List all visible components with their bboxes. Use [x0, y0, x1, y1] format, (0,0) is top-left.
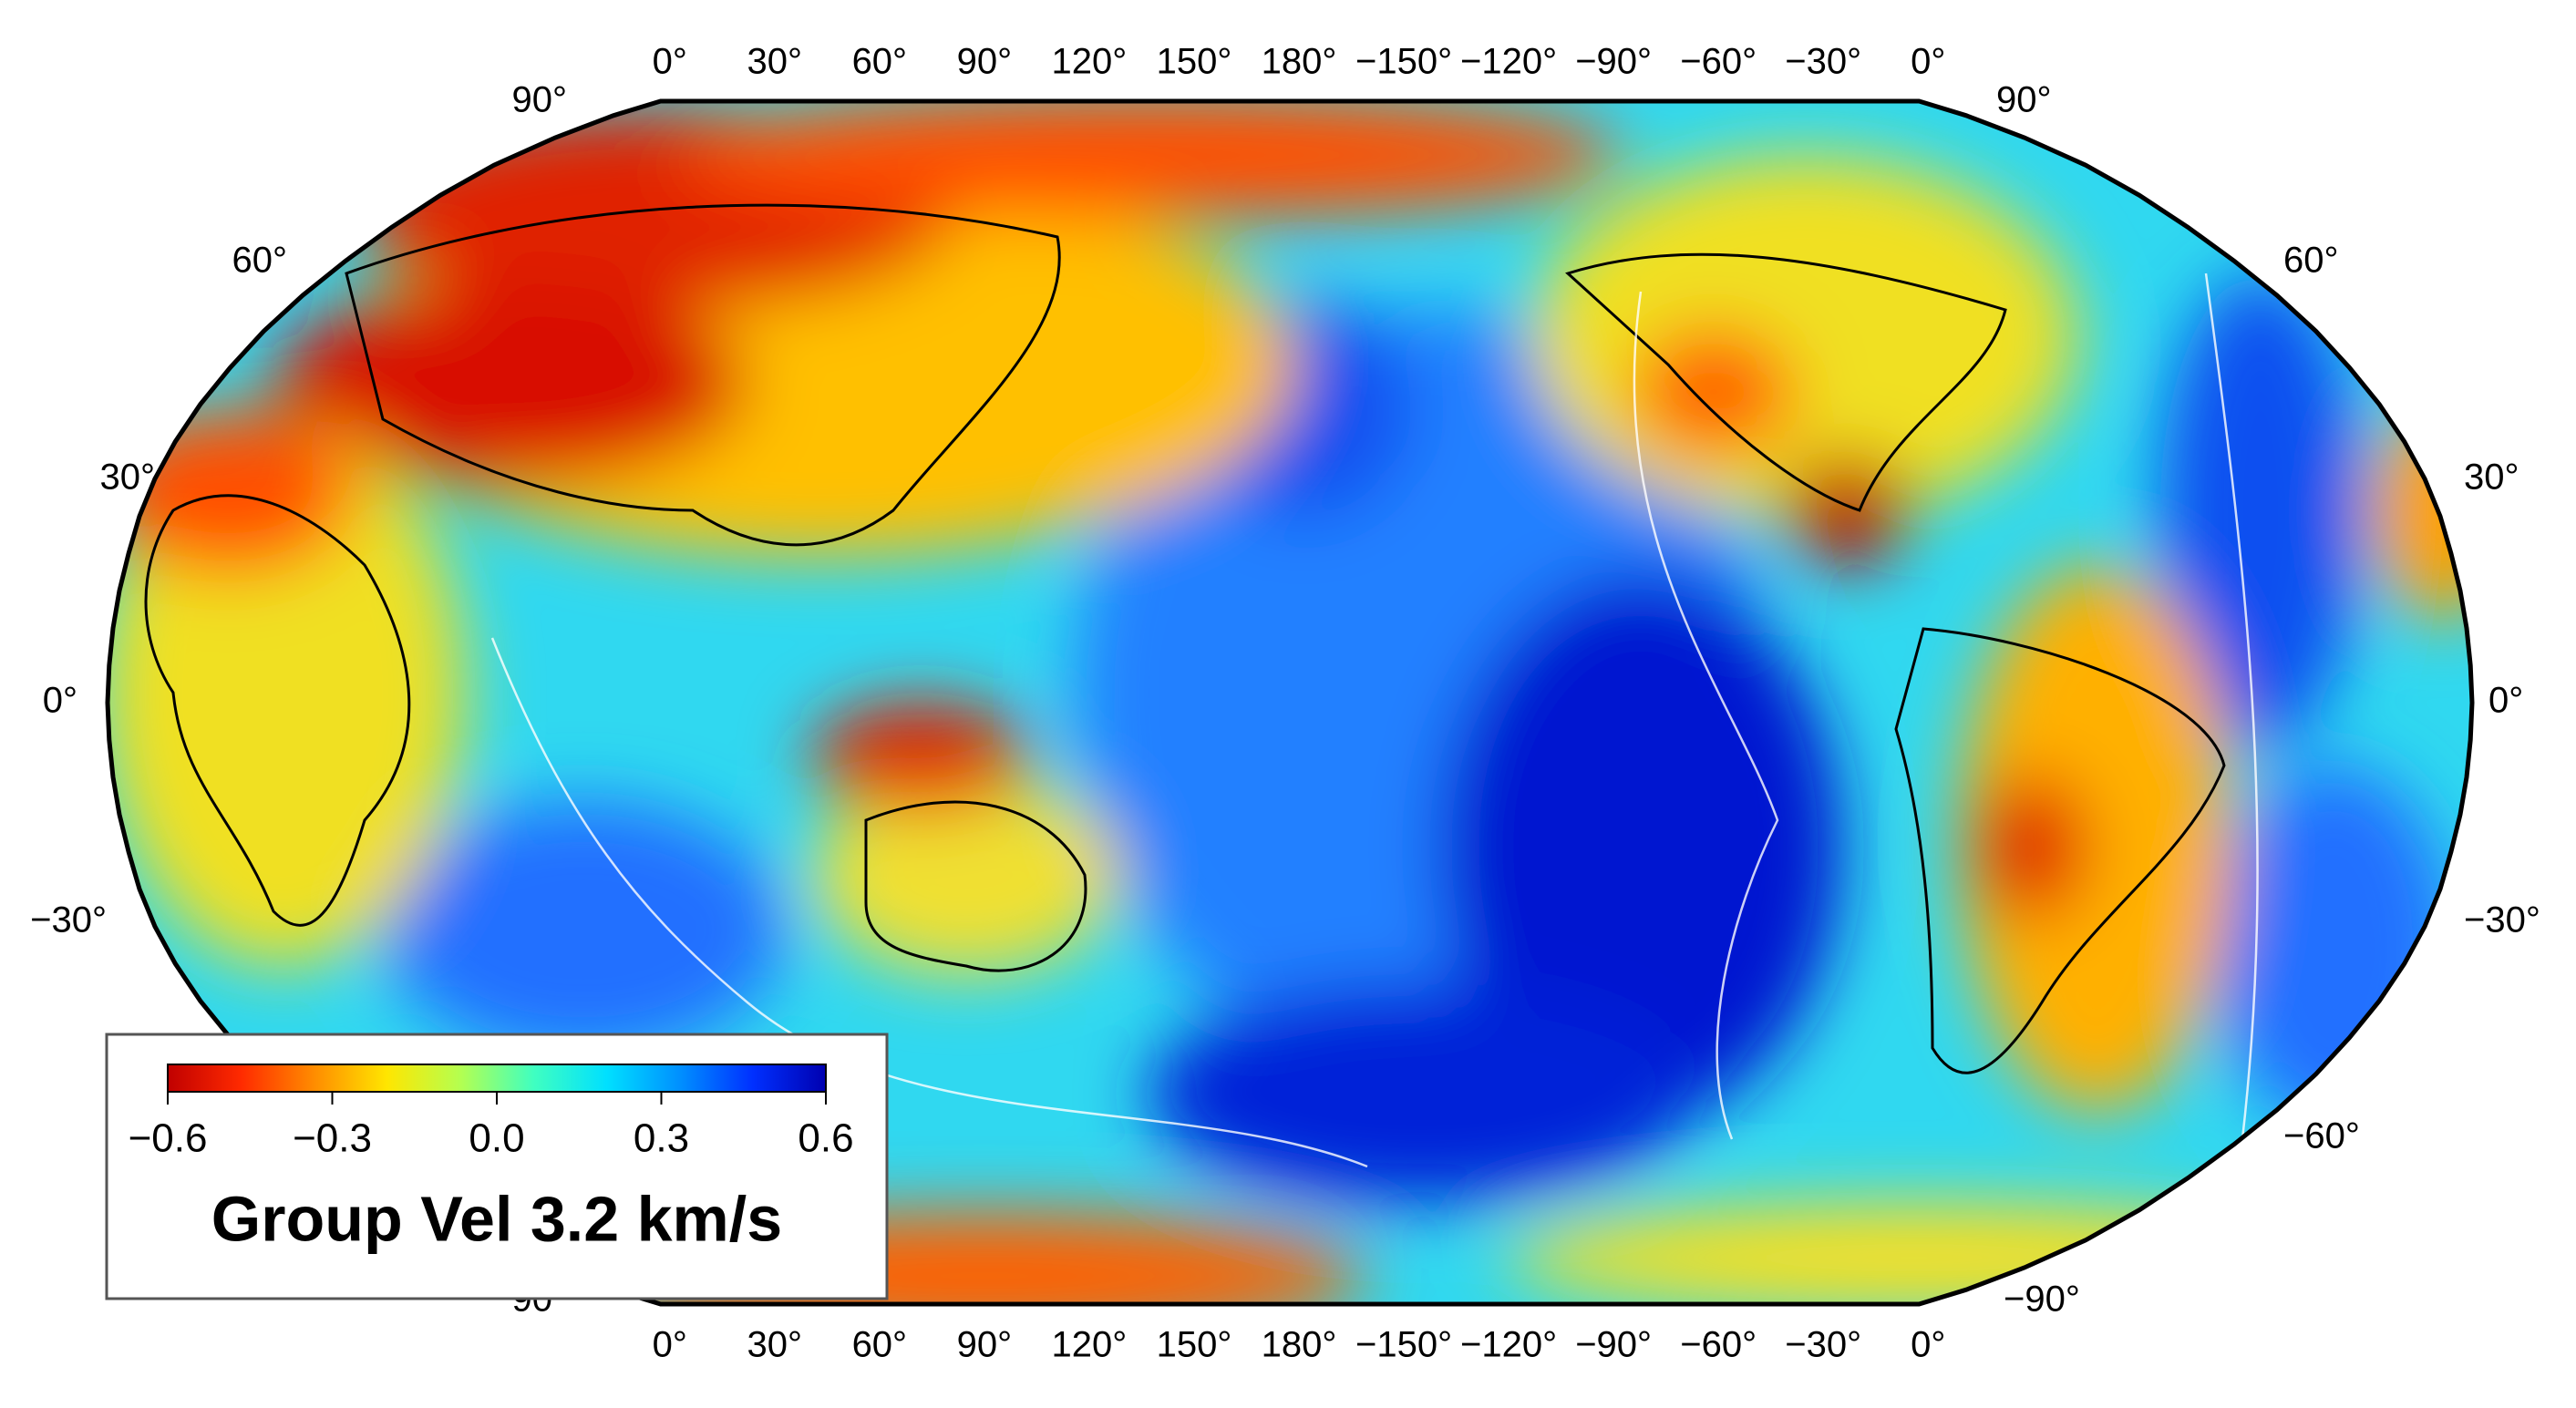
longitude-label: −30° [1785, 1325, 1861, 1365]
latitude-label: −30° [30, 900, 107, 940]
colorbar [167, 1064, 827, 1093]
longitude-label: 60° [852, 1325, 908, 1365]
longitude-label: 0° [653, 1325, 687, 1365]
longitude-label: −30° [1785, 42, 1861, 82]
longitude-label: −120° [1460, 1325, 1557, 1365]
longitude-label: 90° [957, 1325, 1013, 1365]
map-border [105, 98, 2475, 1307]
longitude-label: −120° [1460, 42, 1557, 82]
longitude-label: −150° [1355, 1325, 1452, 1365]
colorbar-tick-label: 0.6 [798, 1116, 853, 1161]
longitude-label: 0° [653, 42, 687, 82]
longitude-label: 0° [1911, 42, 1945, 82]
longitude-label: −60° [1680, 1325, 1757, 1365]
longitude-label: 120° [1052, 42, 1128, 82]
colorbar-tick-label: 0.0 [469, 1116, 524, 1161]
longitude-label: 150° [1157, 1325, 1232, 1365]
latitude-label: −60° [2283, 1116, 2360, 1156]
longitude-label: 0° [1911, 1325, 1945, 1365]
latitude-label: −90° [2004, 1280, 2080, 1320]
longitude-label: 180° [1262, 42, 1337, 82]
latitude-label: 60° [232, 241, 288, 281]
longitude-label: 150° [1157, 42, 1232, 82]
longitude-label: −90° [1575, 42, 1652, 82]
longitude-label: −60° [1680, 42, 1757, 82]
latitude-label: −30° [2464, 900, 2540, 940]
latitude-label: 30° [100, 457, 156, 498]
latitude-label: 90° [512, 80, 568, 120]
latitude-label: 60° [2283, 241, 2339, 281]
longitude-label: 30° [747, 42, 803, 82]
longitude-label: −90° [1575, 1325, 1652, 1365]
longitude-label: 90° [957, 42, 1013, 82]
colorbar-title: Group Vel 3.2 km/s [211, 1183, 782, 1254]
latitude-label: 90° [1996, 80, 2052, 120]
colorbar-panel: −0.6 −0.3 0.0 0.3 0.6 Group Vel 3.2 km/s [105, 1033, 889, 1300]
longitude-label: 30° [747, 1325, 803, 1365]
longitude-label: 120° [1052, 1325, 1128, 1365]
colorbar-tick-label: −0.6 [129, 1116, 208, 1161]
latitude-label: 0° [43, 681, 77, 721]
colorbar-tick-label: 0.3 [634, 1116, 689, 1161]
coastlines [144, 203, 2226, 1074]
longitude-label: 180° [1262, 1325, 1337, 1365]
plate-boundaries [490, 272, 2259, 1168]
colorbar-tick-label: −0.3 [293, 1116, 372, 1161]
latitude-label: 0° [2488, 681, 2523, 721]
latitude-label: 30° [2464, 457, 2519, 498]
longitude-label: 60° [852, 42, 908, 82]
longitude-label: −150° [1355, 42, 1452, 82]
